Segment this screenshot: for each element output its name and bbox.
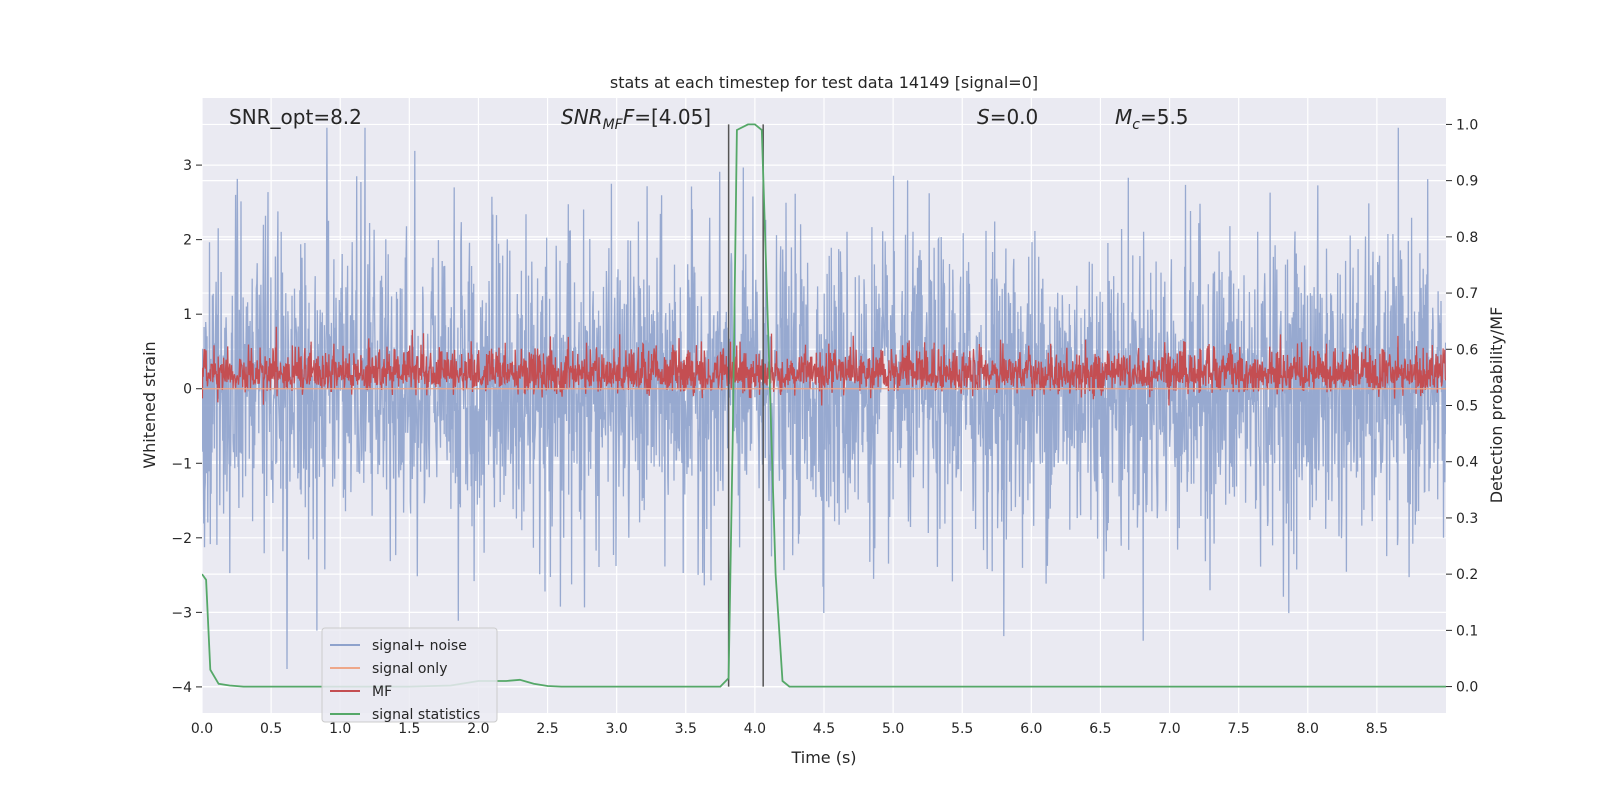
mc-base: M xyxy=(1115,105,1132,129)
legend-box xyxy=(321,627,498,723)
annotation-snr-mf: SNRMFF=[4.05] xyxy=(561,105,711,133)
series-mf xyxy=(202,326,1446,406)
x-tick-label: 6.0 xyxy=(1020,721,1042,737)
x-tick-label: 3.0 xyxy=(606,721,628,737)
annotation-mc: Mc=5.5 xyxy=(1115,105,1189,133)
x-tick-label: 7.0 xyxy=(1158,721,1180,737)
snr-mf-value: =[4.05] xyxy=(634,105,711,129)
legend-label: signal statistics xyxy=(372,707,480,723)
x-tick-label: 7.5 xyxy=(1228,721,1250,737)
y2-tick-label: 0.4 xyxy=(1456,455,1478,471)
y-tick-label: −3 xyxy=(171,605,192,621)
y-tick-label: 0 xyxy=(183,382,192,398)
y2-tick-label: 0.0 xyxy=(1456,680,1478,696)
tick-labels: 0.0 0.5 1.0 1.5 2.0 2.5 3.0 3.5 4.0 4.5 5.0 5.5 6.0 6… xyxy=(171,117,1478,737)
y2-tick-label: 0.3 xyxy=(1456,511,1478,527)
s-value: =0.0 xyxy=(990,105,1039,129)
y-tick-label: 1 xyxy=(183,307,192,323)
legend-label: signal only xyxy=(372,661,447,677)
x-tick-label: 5.0 xyxy=(882,721,904,737)
x-tick-label: 8.5 xyxy=(1366,721,1388,737)
y-tick-label: 2 xyxy=(183,233,192,249)
y2-tick-label: 0.9 xyxy=(1456,174,1478,190)
y-tick-label: −2 xyxy=(171,531,192,547)
series-signal-noise xyxy=(202,127,1446,670)
series-layer xyxy=(202,123,1446,688)
s-symbol: S xyxy=(977,105,990,129)
y2-tick-label: 0.6 xyxy=(1456,342,1478,358)
x-tick-label: 3.5 xyxy=(675,721,697,737)
y-tick-label: 3 xyxy=(183,158,192,174)
x-tick-label: 6.5 xyxy=(1089,721,1111,737)
y2-tick-label: 0.1 xyxy=(1456,623,1478,639)
mc-sub: c xyxy=(1132,117,1140,133)
x-tick-label: 0.5 xyxy=(260,721,282,737)
y-tick-label: −4 xyxy=(171,680,192,696)
x-tick-label: 2.0 xyxy=(467,721,489,737)
x-tick-label: 4.5 xyxy=(813,721,835,737)
x-tick-label: 5.5 xyxy=(951,721,973,737)
x-axis-label: Time (s) xyxy=(790,748,856,767)
y-tick-label: −1 xyxy=(171,456,192,472)
legend-label: MF xyxy=(372,684,392,700)
x-tick-label: 1.0 xyxy=(329,721,351,737)
snr-mf-base2: F xyxy=(623,105,635,129)
annotation-snr-opt: SNR_opt=8.2 xyxy=(229,105,362,129)
mc-value: =5.5 xyxy=(1140,105,1189,129)
legend-label: signal+ noise xyxy=(372,638,467,654)
y2-tick-label: 0.8 xyxy=(1456,230,1478,246)
snr-mf-sub: MF xyxy=(603,117,624,133)
y2-tick-label: 0.7 xyxy=(1456,286,1478,302)
y2-axis-label: Detection probability/MF xyxy=(1487,307,1506,504)
series-signal-statistics xyxy=(202,123,1446,688)
y2-tick-label: 1.0 xyxy=(1456,117,1478,133)
y2-tick-label: 0.5 xyxy=(1456,399,1478,415)
x-tick-label: 0.0 xyxy=(191,721,213,737)
x-tick-label: 1.5 xyxy=(398,721,420,737)
y2-tick-label: 0.2 xyxy=(1456,567,1478,583)
chart-title: stats at each timestep for test data 141… xyxy=(610,73,1038,92)
annotation-s: S=0.0 xyxy=(977,105,1038,129)
x-tick-label: 2.5 xyxy=(536,721,558,737)
legend: signal+ noise signal only MF signal statist… xyxy=(321,627,498,723)
snr-mf-base: SNR xyxy=(561,105,603,129)
x-tick-label: 4.0 xyxy=(744,721,766,737)
x-tick-label: 8.0 xyxy=(1297,721,1319,737)
y-axis-label: Whitened strain xyxy=(140,341,159,468)
